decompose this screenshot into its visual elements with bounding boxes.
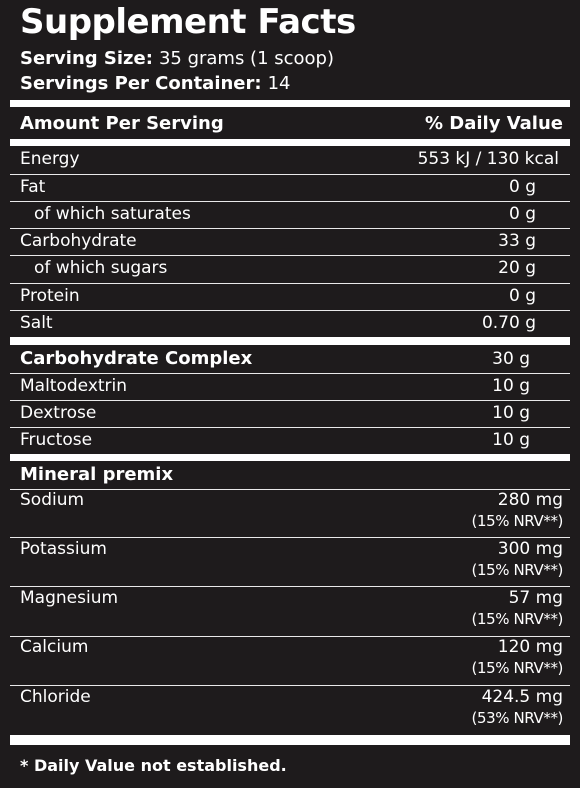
nutrient-amount: 33 g bbox=[498, 231, 536, 251]
nutrient-label: Carbohydrate bbox=[20, 231, 137, 251]
carb-item-maltodextrin: Maltodextrin 10 g bbox=[20, 373, 550, 399]
thick-divider bbox=[10, 454, 570, 461]
mineral-amount: 120 mg bbox=[497, 637, 563, 657]
mineral-nrv: (53% NRV**) bbox=[471, 709, 564, 727]
mineral-label: Magnesium bbox=[20, 588, 119, 608]
nutrient-label: Fat bbox=[20, 177, 46, 197]
nutrient-row-sugars: of which sugars 20 g bbox=[20, 255, 550, 281]
row-divider bbox=[10, 228, 570, 229]
nutrient-amount: 0 g bbox=[508, 177, 536, 197]
carb-item-label: Fructose bbox=[20, 430, 93, 450]
carb-item-amount: 10 g bbox=[492, 376, 530, 396]
mineral-label: Calcium bbox=[20, 637, 89, 657]
row-divider bbox=[10, 255, 570, 256]
thick-divider bbox=[10, 337, 570, 345]
nutrient-label: Energy bbox=[20, 149, 80, 169]
nutrient-row-saturates: of which saturates 0 g bbox=[20, 201, 550, 227]
nutrient-label: Salt bbox=[20, 313, 53, 333]
carb-item-fructose: Fructose 10 g bbox=[20, 427, 550, 453]
nutrient-amount: 0.70 g bbox=[481, 313, 536, 333]
nutrient-label: of which saturates bbox=[34, 204, 191, 224]
mineral-premix-heading: Mineral premix bbox=[20, 462, 550, 488]
serving-size-value: 35 grams (1 scoop) bbox=[158, 48, 334, 69]
page-title: Supplement Facts bbox=[20, 2, 356, 42]
carb-complex-row: Carbohydrate Complex 30 g bbox=[20, 346, 550, 372]
nutrient-label: Protein bbox=[20, 286, 80, 306]
amount-per-serving-heading: Amount Per Serving bbox=[20, 113, 224, 134]
nutrient-row-salt: Salt 0.70 g bbox=[20, 310, 550, 336]
mineral-label: Chloride bbox=[20, 687, 91, 707]
mineral-amount: 57 mg bbox=[508, 588, 563, 608]
servings-per-container-value: 14 bbox=[267, 73, 291, 94]
mineral-premix-label: Mineral premix bbox=[20, 464, 174, 485]
carb-item-label: Maltodextrin bbox=[20, 376, 128, 396]
mineral-row-sodium: Sodium 280 mg (15% NRV**) bbox=[20, 490, 563, 532]
row-divider bbox=[10, 310, 570, 311]
carb-item-dextrose: Dextrose 10 g bbox=[20, 400, 550, 426]
nutrient-row-carbohydrate: Carbohydrate 33 g bbox=[20, 228, 550, 254]
carb-item-amount: 10 g bbox=[492, 403, 530, 423]
row-divider bbox=[10, 685, 570, 686]
serving-size: Serving Size: 35 grams (1 scoop) bbox=[20, 48, 334, 70]
nutrient-amount: 0 g bbox=[508, 286, 536, 306]
row-divider bbox=[10, 427, 570, 428]
servings-per-container: Servings Per Container: 14 bbox=[20, 73, 291, 95]
table-header: Amount Per Serving % Daily Value bbox=[20, 111, 563, 137]
row-divider bbox=[10, 373, 570, 374]
servings-per-container-label: Servings Per Container: bbox=[20, 73, 262, 94]
nutrient-label: of which sugars bbox=[34, 258, 168, 278]
mineral-amount: 300 mg bbox=[497, 539, 563, 559]
mineral-row-calcium: Calcium 120 mg (15% NRV**) bbox=[20, 637, 563, 679]
carb-complex-label: Carbohydrate Complex bbox=[20, 348, 253, 369]
carb-complex-amount: 30 g bbox=[492, 349, 530, 369]
mineral-amount: 424.5 mg bbox=[481, 687, 563, 707]
row-divider bbox=[10, 283, 570, 284]
thick-divider bbox=[10, 139, 570, 146]
mineral-row-chloride: Chloride 424.5 mg (53% NRV**) bbox=[20, 687, 563, 729]
nutrient-amount: 20 g bbox=[498, 258, 536, 278]
thick-divider bbox=[10, 735, 570, 745]
nutrient-amount: 553 kJ / 130 kcal bbox=[417, 149, 559, 169]
footnote: * Daily Value not established. bbox=[20, 756, 287, 775]
row-divider bbox=[10, 201, 570, 202]
mineral-amount: 280 mg bbox=[497, 490, 563, 510]
nutrient-row-fat: Fat 0 g bbox=[20, 174, 550, 200]
mineral-label: Potassium bbox=[20, 539, 107, 559]
row-divider bbox=[10, 636, 570, 637]
row-divider bbox=[10, 489, 570, 490]
row-divider bbox=[10, 586, 570, 587]
mineral-nrv: (15% NRV**) bbox=[471, 561, 564, 579]
nutrient-row-energy: Energy 553 kJ / 130 kcal bbox=[20, 146, 559, 172]
nutrient-amount: 0 g bbox=[508, 204, 536, 224]
carb-item-label: Dextrose bbox=[20, 403, 97, 423]
carb-item-amount: 10 g bbox=[492, 430, 530, 450]
mineral-nrv: (15% NRV**) bbox=[471, 512, 564, 530]
mineral-row-magnesium: Magnesium 57 mg (15% NRV**) bbox=[20, 588, 563, 630]
row-divider bbox=[10, 400, 570, 401]
daily-value-heading: % Daily Value bbox=[424, 113, 563, 134]
serving-size-label: Serving Size: bbox=[20, 48, 153, 69]
row-divider bbox=[10, 174, 570, 175]
mineral-nrv: (15% NRV**) bbox=[471, 659, 564, 677]
nutrient-row-protein: Protein 0 g bbox=[20, 283, 550, 309]
mineral-nrv: (15% NRV**) bbox=[471, 610, 564, 628]
row-divider bbox=[10, 537, 570, 538]
mineral-label: Sodium bbox=[20, 490, 85, 510]
thick-divider bbox=[10, 100, 570, 107]
mineral-row-potassium: Potassium 300 mg (15% NRV**) bbox=[20, 539, 563, 581]
